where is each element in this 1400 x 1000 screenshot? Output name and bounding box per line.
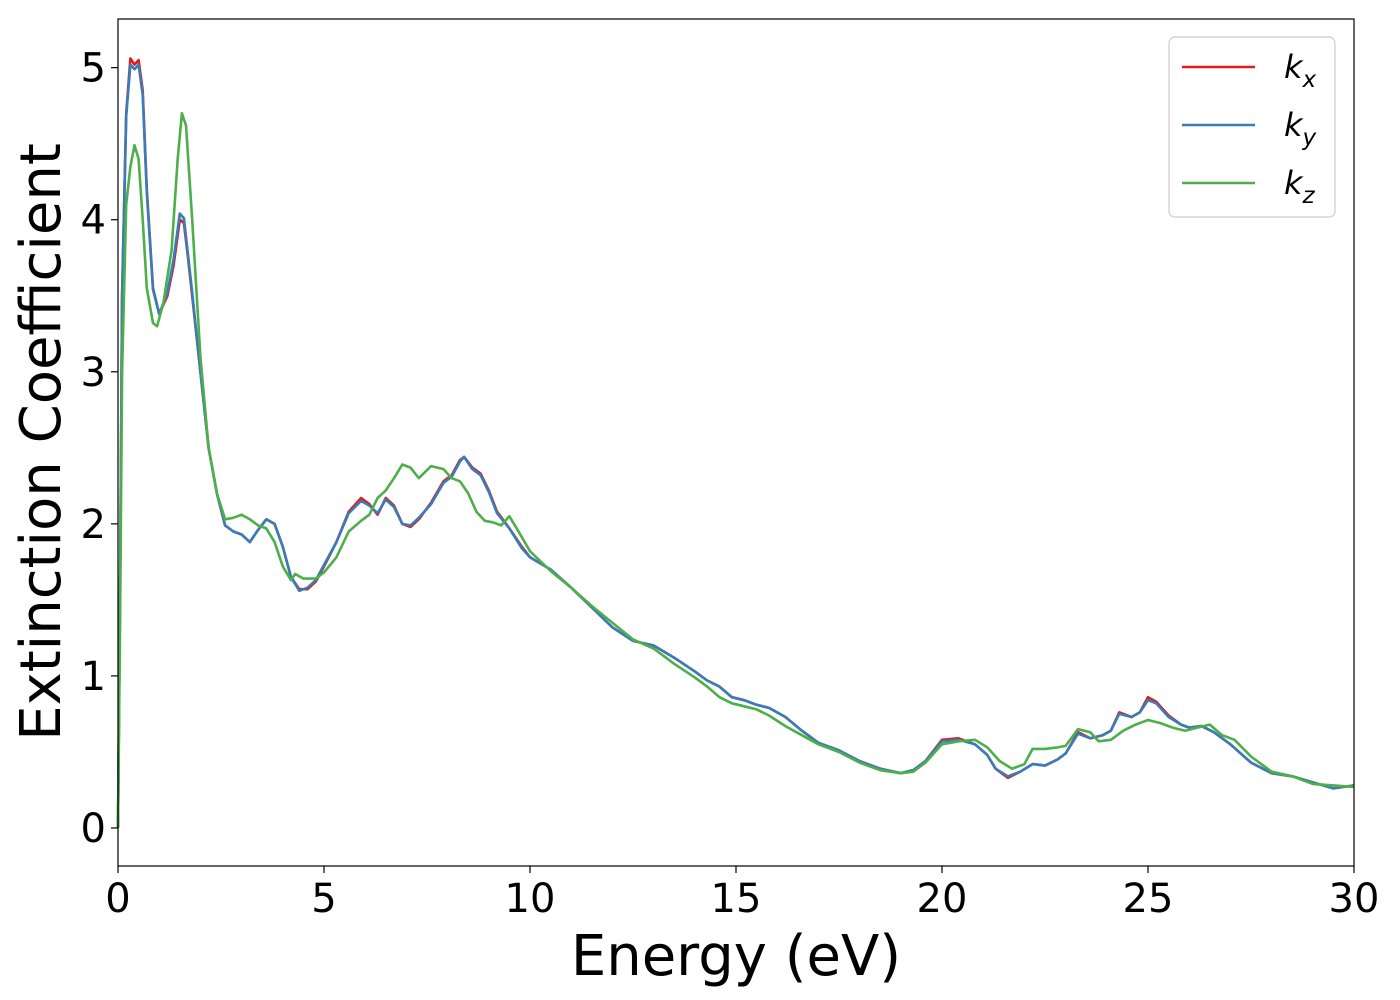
y-tick-label: 0	[81, 806, 106, 852]
x-tick-label: 20	[917, 876, 968, 922]
y-tick-label: 3	[81, 350, 106, 396]
x-tick-label: 30	[1329, 876, 1380, 922]
legend: kx ky kz	[1168, 36, 1336, 218]
x-tick-label: 10	[505, 876, 556, 922]
series-line-z	[116, 112, 1355, 829]
y-tick-label: 4	[81, 198, 106, 244]
legend-label-z: kz	[1284, 164, 1316, 209]
y-tick-label: 5	[81, 46, 106, 92]
x-tick-label: 5	[311, 876, 336, 922]
x-axis-title: Energy (eV)	[571, 924, 901, 989]
y-tick-label: 1	[81, 654, 106, 700]
y-axis-ticks: 0 1 2 3 4 5	[81, 46, 118, 852]
series-lines	[116, 57, 1355, 829]
x-tick-label: 0	[105, 876, 130, 922]
legend-box	[1168, 36, 1336, 218]
x-tick-label: 15	[711, 876, 762, 922]
legend-label-y: ky	[1284, 106, 1317, 151]
x-tick-label: 25	[1123, 876, 1174, 922]
x-axis-ticks: 0 5 10 15 20 25 30	[105, 866, 1379, 922]
y-tick-label: 2	[81, 502, 106, 548]
y-axis-title: Extinction Coefficient	[9, 143, 74, 741]
legend-label-x: kx	[1284, 48, 1317, 93]
